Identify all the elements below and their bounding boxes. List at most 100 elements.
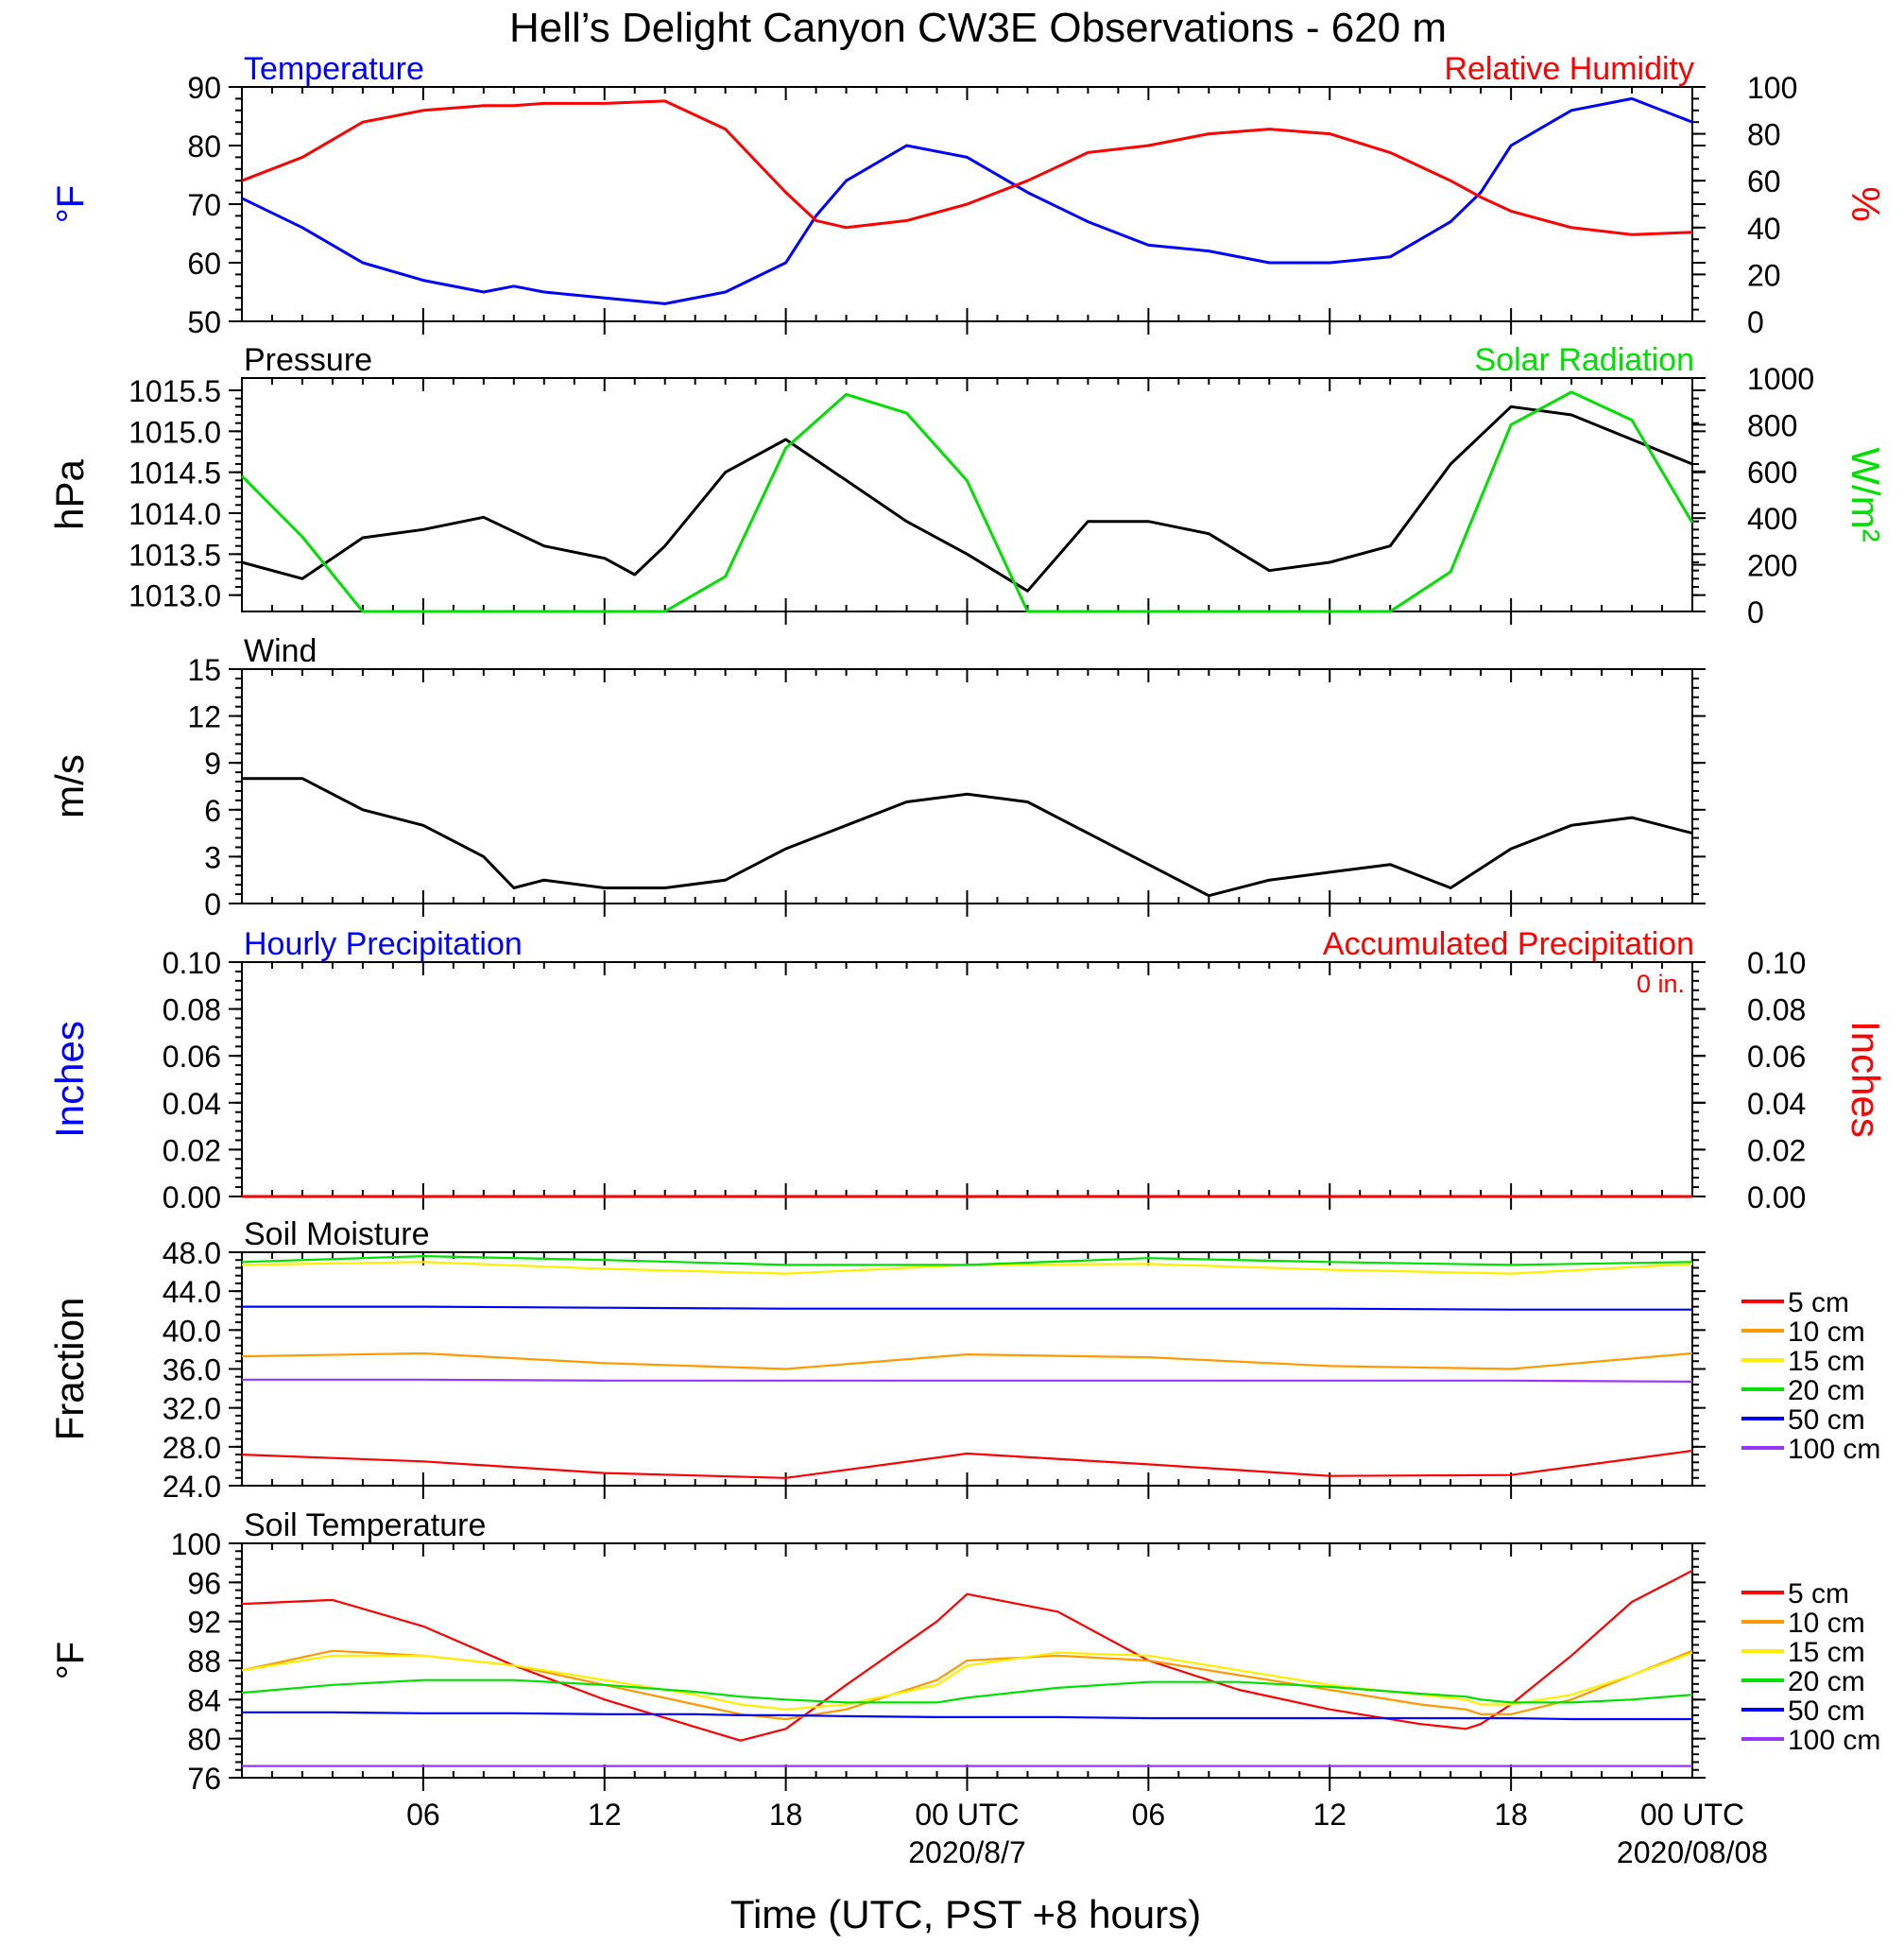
legend-label: 50 cm: [1788, 1695, 1865, 1727]
y-tick-label-left: 1013.0: [129, 579, 221, 613]
panel-title-left: Soil Moisture: [244, 1216, 430, 1252]
series-line-100-cm: [242, 1378, 1693, 1384]
series-line-50-cm: [242, 1305, 1692, 1311]
y-tick-label-right: 20: [1747, 258, 1781, 292]
y-tick-label-right: 0.10: [1747, 946, 1806, 980]
x-tick-label: 00 UTC: [1640, 1798, 1744, 1832]
y-tick-label-right: 0.00: [1747, 1180, 1806, 1214]
legend-label: 5 cm: [1788, 1578, 1849, 1609]
y-tick-label-left: 9: [204, 747, 221, 781]
series-line-relative-humidity: [241, 99, 1693, 236]
x-tick-label: 06: [1132, 1798, 1166, 1832]
x-tick-label: 00 UTC: [915, 1798, 1019, 1832]
y-tick-label-left: 12: [187, 700, 221, 734]
y-tick-label-right: 60: [1747, 164, 1781, 198]
y-tick-label-left: 0.10: [163, 946, 221, 980]
y-tick-label-right: 80: [1747, 118, 1781, 152]
y-axis-label-right: Inches: [1844, 1021, 1888, 1138]
y-tick-label-right: 200: [1747, 549, 1797, 583]
legend-label: 50 cm: [1788, 1404, 1865, 1436]
series-line-10-cm: [241, 1649, 1693, 1721]
series-line-10-cm: [241, 1351, 1693, 1370]
y-tick-label-right: 40: [1747, 212, 1781, 246]
y-tick-label-left: 40.0: [163, 1314, 221, 1348]
panel-5: 100 96 92 88 84 80 76 Soil Temperature °F 5 cm10 …: [50, 1507, 1880, 1796]
y-axis-label-left: m/s: [47, 754, 92, 818]
y-tick-label-right: 0.08: [1747, 993, 1806, 1027]
x-date-label: 2020/08/08: [1617, 1835, 1768, 1869]
legend-label: 100 cm: [1788, 1434, 1880, 1465]
series-line-50-cm: [242, 1711, 1692, 1721]
panel-3: 0.10 0.08 0.06 0.04 0.02 0.00 0.10 0.08 0.06 0.04…: [47, 926, 1888, 1214]
x-tick-label: 12: [588, 1798, 622, 1832]
y-tick-label-right: 100: [1747, 71, 1797, 105]
y-tick-label-left: 50: [187, 305, 221, 339]
y-tick-label-left: 84: [187, 1683, 221, 1717]
x-date-label: 2020/8/7: [908, 1835, 1026, 1869]
panel-title-left: Temperature: [244, 51, 424, 87]
y-tick-label-left: 28.0: [163, 1431, 221, 1465]
y-tick-label-left: 70: [187, 188, 221, 222]
legend-label: 15 cm: [1788, 1346, 1865, 1377]
figure-title: Hell’s Delight Canyon CW3E Observations …: [509, 5, 1447, 51]
y-tick-label-left: 1013.5: [129, 538, 221, 572]
y-axis-label-left: °F: [50, 185, 92, 223]
y-tick-label-left: 100: [171, 1527, 221, 1561]
y-tick-label-left: 48.0: [163, 1236, 221, 1270]
legend-label: 10 cm: [1788, 1317, 1865, 1348]
panel-title-left: Soil Temperature: [244, 1507, 486, 1543]
y-tick-label-left: 0.04: [163, 1087, 221, 1121]
y-tick-label-left: 44.0: [163, 1275, 221, 1309]
y-tick-label-left: 76: [187, 1762, 221, 1796]
y-axis-label-left: hPa: [47, 458, 92, 529]
legend-label: 20 cm: [1788, 1375, 1865, 1406]
legend-label: 15 cm: [1788, 1637, 1865, 1668]
y-tick-label-left: 0.00: [163, 1180, 221, 1214]
y-tick-label-right: 0.04: [1747, 1087, 1806, 1121]
y-tick-label-left: 0.08: [163, 993, 221, 1027]
x-tick-label: 12: [1312, 1798, 1347, 1832]
y-tick-label-left: 88: [187, 1644, 221, 1678]
y-tick-label-left: 15: [187, 653, 221, 687]
x-tick-label: 18: [769, 1798, 803, 1832]
legend-label: 10 cm: [1788, 1608, 1865, 1639]
y-tick-label-right: 0.02: [1747, 1133, 1806, 1167]
panel-0: 90 80 70 60 50 100 80 60 40 20 0 Temperature Relativ…: [50, 51, 1888, 339]
y-tick-label-right: 0: [1747, 595, 1764, 629]
panel-title-right: Solar Radiation: [1475, 342, 1694, 378]
series-line-solar-radiation: [240, 390, 1694, 613]
x-tick-label: 18: [1494, 1798, 1528, 1832]
plot-frame: [241, 961, 1693, 1197]
plot-frame: [241, 377, 1693, 612]
y-axis-label-right: %: [1844, 186, 1888, 221]
y-tick-label-left: 36.0: [163, 1353, 221, 1387]
y-tick-label-right: 1000: [1747, 362, 1814, 396]
y-tick-label-right: 600: [1747, 456, 1797, 490]
legend-label: 5 cm: [1788, 1287, 1849, 1318]
y-tick-label-left: 1015.5: [129, 374, 221, 408]
y-axis-label-left: °F: [50, 1642, 92, 1679]
y-tick-label-right: 0: [1747, 305, 1764, 339]
x-axis-label: Time (UTC, PST +8 hours): [730, 1892, 1201, 1936]
series-line-15-cm: [241, 1651, 1693, 1711]
y-tick-label-left: 32.0: [163, 1392, 221, 1426]
y-tick-label-left: 1014.0: [129, 497, 221, 531]
legend-label: 100 cm: [1788, 1725, 1880, 1756]
y-tick-label-left: 1014.5: [129, 456, 221, 491]
y-tick-label-left: 3: [204, 840, 221, 874]
y-tick-label-right: 400: [1747, 502, 1797, 536]
series-line-5-cm: [241, 1449, 1693, 1479]
y-tick-label-left: 96: [187, 1566, 221, 1600]
y-tick-label-left: 60: [187, 247, 221, 281]
panel-title-left: Pressure: [244, 342, 372, 378]
series-line-wind: [242, 777, 1693, 898]
y-tick-label-left: 6: [204, 794, 221, 828]
y-axis-label-left: Fraction: [47, 1298, 92, 1441]
y-tick-label-left: 0.02: [163, 1133, 221, 1167]
series-line-pressure: [241, 404, 1693, 593]
y-tick-label-left: 0.06: [163, 1040, 221, 1074]
panel-4: 48.0 44.0 40.0 36.0 32.0 28.0 24.0 Soil Moistur…: [47, 1216, 1880, 1504]
series-line-20-cm: [241, 1254, 1693, 1266]
panel-title-right: Relative Humidity: [1444, 51, 1694, 87]
